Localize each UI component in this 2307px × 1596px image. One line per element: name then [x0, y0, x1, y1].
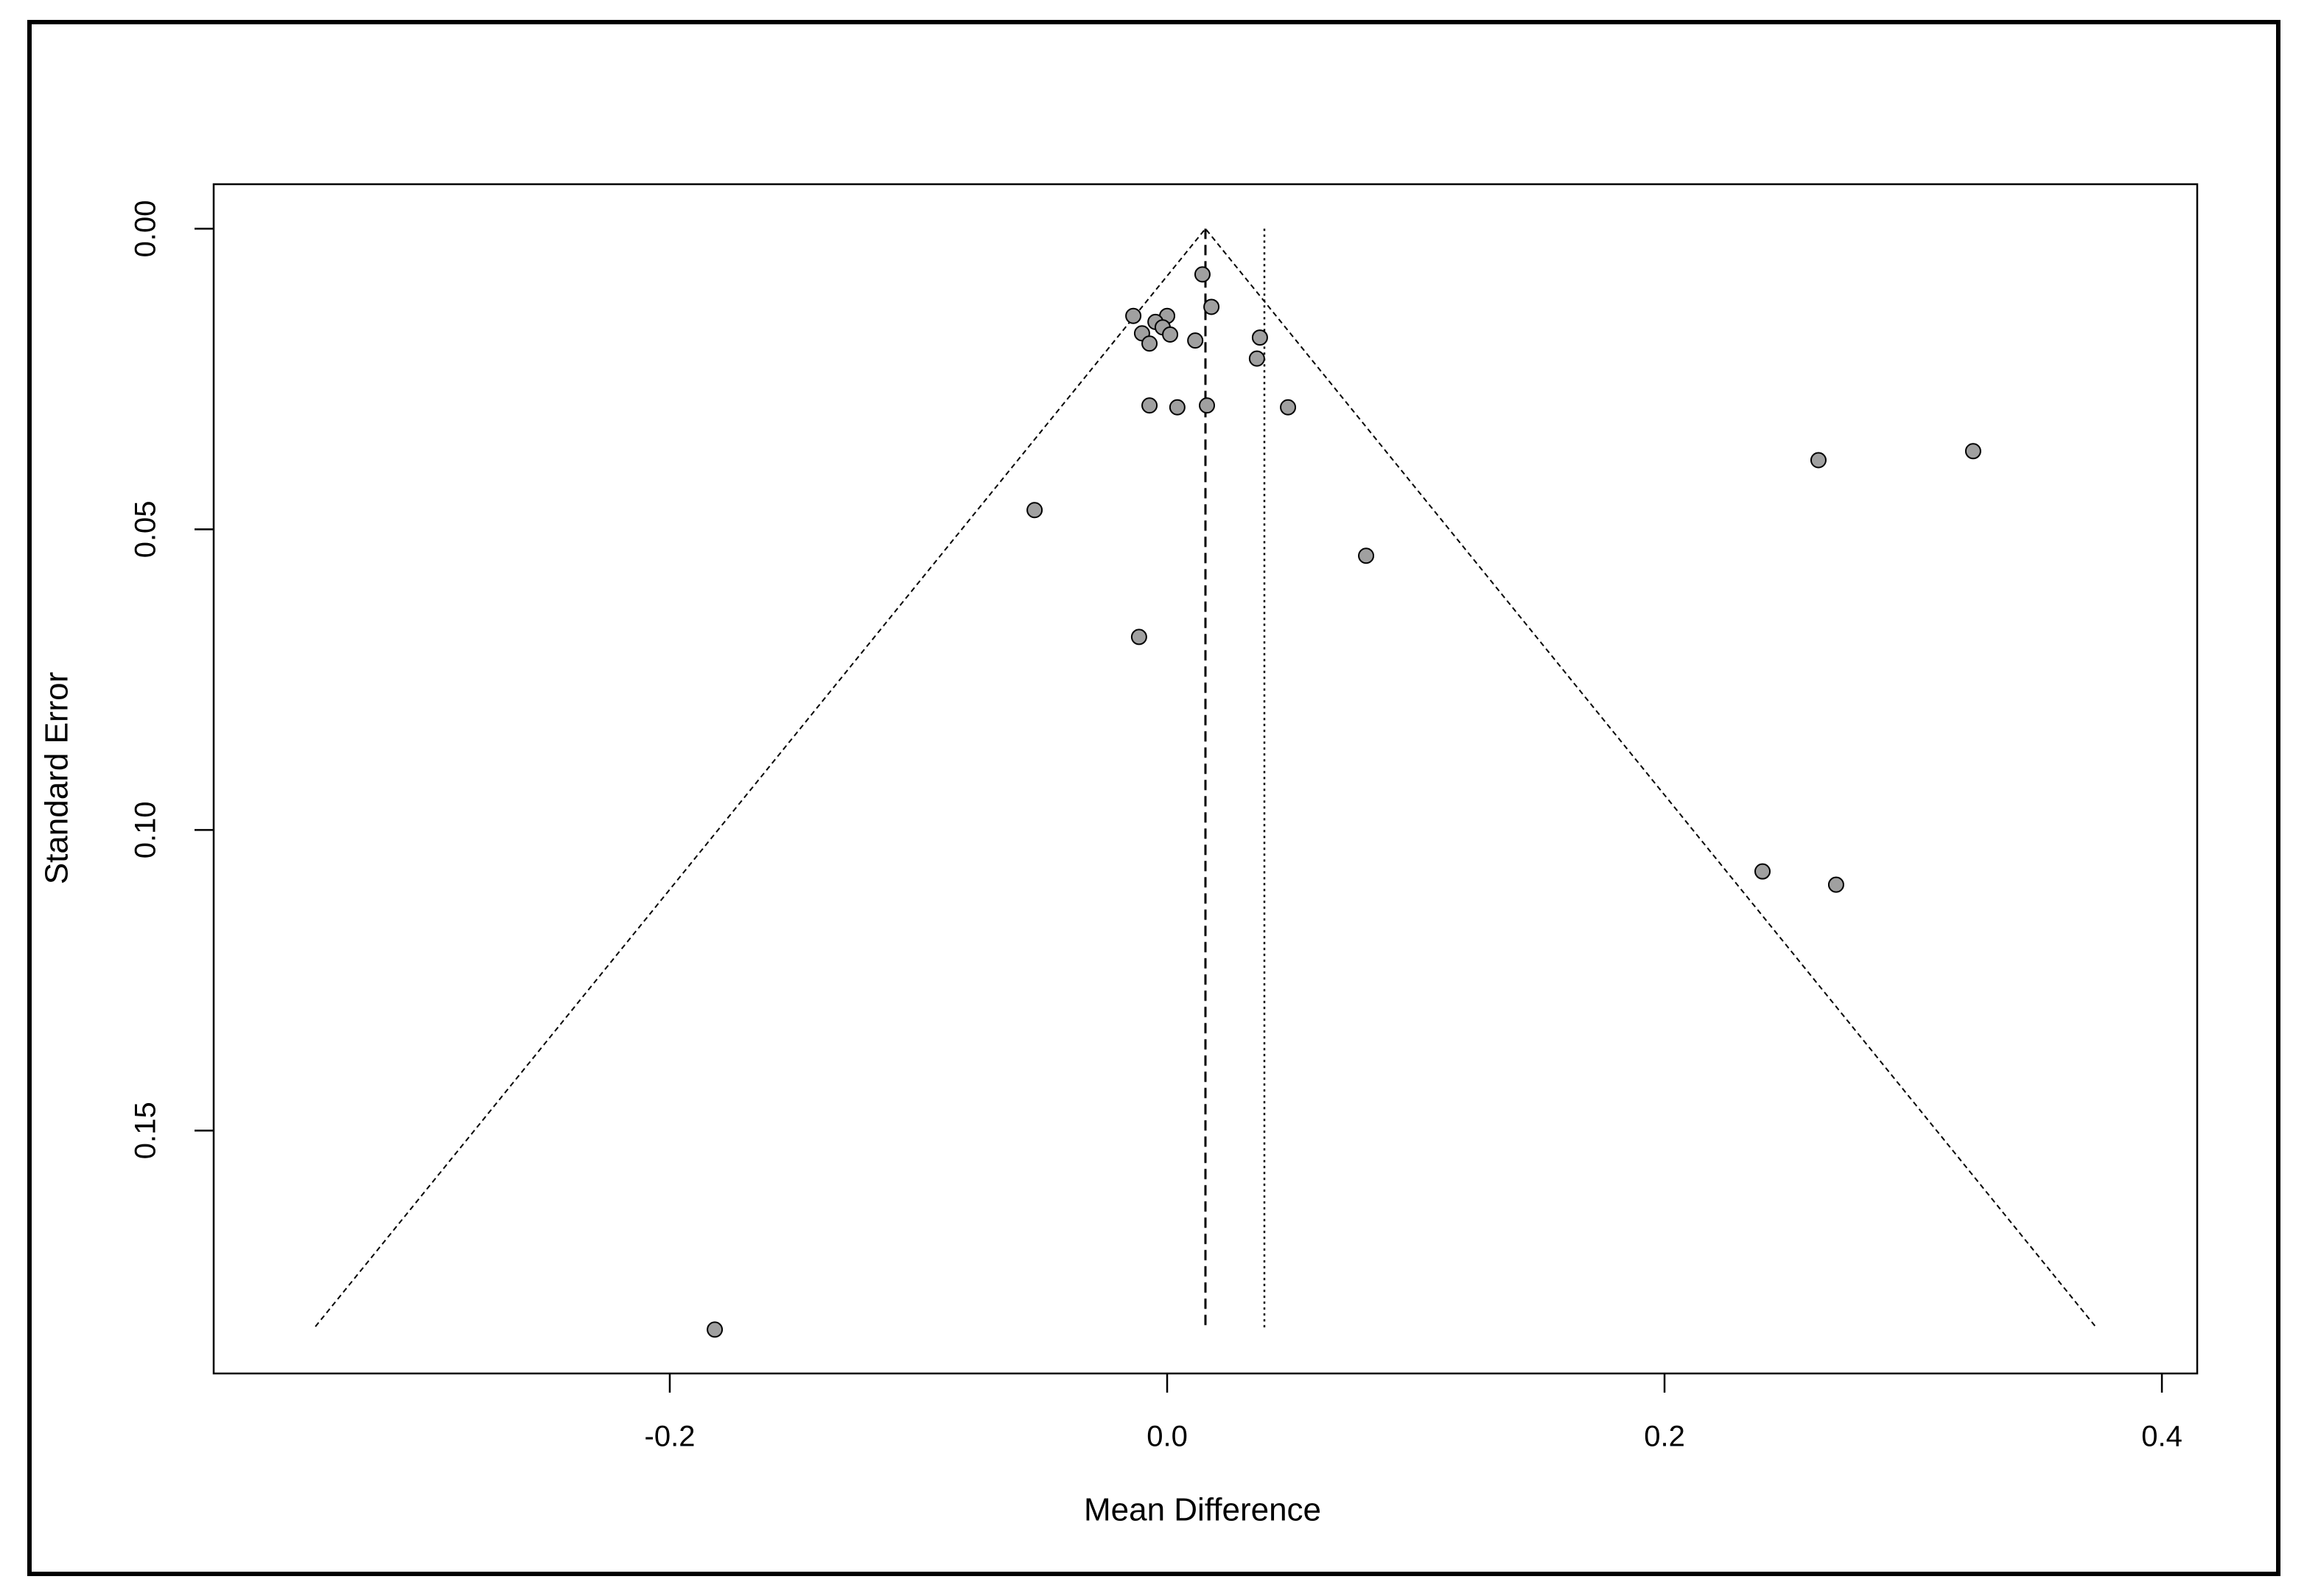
y-tick-label: 0.05	[130, 500, 162, 558]
point	[1130, 629, 1147, 645]
y-axis-title: Standard Error	[39, 672, 75, 885]
point	[1358, 547, 1375, 564]
x-tick-label: 0.4	[2141, 1421, 2182, 1453]
funnel	[315, 227, 2096, 1327]
point	[707, 1321, 724, 1338]
point	[1162, 326, 1179, 343]
point	[1141, 397, 1158, 414]
point	[1964, 443, 1981, 460]
y-tick-label: 0.00	[130, 200, 162, 257]
point	[1827, 876, 1844, 893]
point	[1810, 452, 1827, 469]
frame	[27, 20, 2280, 1576]
point	[1251, 329, 1268, 346]
point	[1125, 307, 1142, 324]
point	[1203, 298, 1220, 315]
point	[1199, 397, 1216, 414]
x-tick-label: 0.0	[1147, 1421, 1188, 1453]
point	[1248, 350, 1265, 367]
point	[1169, 399, 1186, 416]
x-tick-label: -0.2	[645, 1421, 696, 1453]
y-tick-label: 0.15	[130, 1102, 162, 1159]
point	[1026, 502, 1043, 519]
point	[1141, 335, 1158, 352]
point	[1187, 332, 1204, 349]
point	[1194, 266, 1211, 283]
y-tick-label: 0.10	[130, 801, 162, 858]
x-axis-title: Mean Difference	[1084, 1492, 1321, 1528]
x-tick-label: 0.2	[1644, 1421, 1685, 1453]
point	[1280, 399, 1297, 416]
plot-box	[212, 183, 2199, 1375]
point	[1754, 863, 1771, 880]
